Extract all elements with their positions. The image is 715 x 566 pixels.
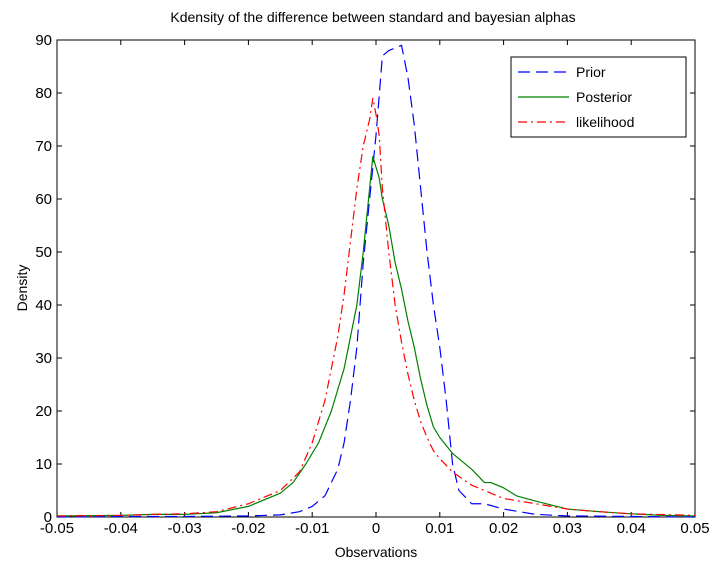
x-tick-label: 0 [372,520,380,537]
y-tick-label: 40 [35,297,52,314]
x-axis-label: Observations [335,544,417,560]
series-lines [56,44,696,518]
series-line-prior [56,44,696,518]
series-line-likelihood [56,97,696,517]
axis-ticks [56,39,696,518]
legend-label-prior: Prior [576,64,606,80]
y-tick-label: 10 [35,456,52,473]
y-tick-label: 80 [35,85,52,102]
y-axis-label: Density [14,265,30,312]
legend: Prior Posterior likelihood [510,56,687,138]
series-line-posterior [56,156,696,517]
x-tick-label: -0.05 [40,520,74,537]
x-tick-label: 0.02 [489,520,518,537]
y-tick-label: 90 [35,32,52,49]
y-tick-label: 0 [44,509,52,526]
x-tick-label: -0.02 [231,520,265,537]
legend-label-likelihood: likelihood [576,114,634,130]
y-tick-label: 50 [35,244,52,261]
y-tick-label: 60 [35,191,52,208]
y-tick-label: 70 [35,138,52,155]
x-axis-tick-labels: -0.05 -0.04 -0.03 -0.02 -0.01 0 0.01 0.02 0.03 0.… [40,520,710,537]
chart-title: Kdensity of the difference between stand… [170,9,575,25]
x-tick-label: 0.04 [617,520,646,537]
x-tick-label: 0.03 [553,520,582,537]
y-axis-tick-labels: 0 10 20 30 40 50 60 70 80 90 [35,32,52,526]
y-tick-label: 20 [35,403,52,420]
x-tick-label: -0.03 [167,520,201,537]
x-tick-label: 0.01 [425,520,454,537]
x-tick-label: 0.05 [680,520,709,537]
x-tick-label: -0.01 [295,520,329,537]
y-tick-label: 30 [35,350,52,367]
x-tick-label: -0.04 [104,520,138,537]
legend-label-posterior: Posterior [576,89,632,105]
